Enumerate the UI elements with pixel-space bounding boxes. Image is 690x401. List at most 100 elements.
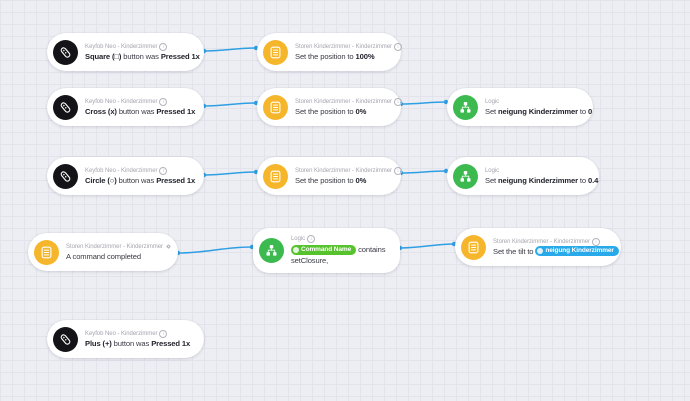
card-body: Set neigung Kinderzimmer to 0.4 [485, 175, 598, 186]
flow-connection[interactable] [201, 100, 259, 109]
blinds-icon [34, 239, 59, 265]
body-text: Pressed 1x [156, 175, 196, 185]
card-header: Logic [291, 235, 385, 243]
body-text: to [577, 175, 588, 185]
body-text: to [577, 106, 588, 116]
card-body: Square (□) button was Pressed 1x [85, 51, 200, 62]
card-body: Set the position to 100% [295, 52, 392, 62]
info-icon[interactable] [159, 329, 168, 338]
flow-card-set-position-0b[interactable]: Storen Kinderzimmer - Kinderzimmer Set t… [257, 157, 402, 195]
body-text: Set the position to [295, 175, 356, 185]
card-body: A command completed [66, 252, 169, 262]
blinds-icon [263, 39, 288, 65]
keyfob-icon [53, 94, 78, 120]
info-icon[interactable] [394, 97, 402, 106]
connection-line [400, 170, 447, 174]
body-text: button was [123, 51, 161, 61]
card-header: Keyfob Neo - Kinderzimmer [85, 329, 190, 338]
card-header: Storen Kinderzimmer - Kinderzimmer [66, 243, 169, 251]
card-header: Keyfob Neo - Kinderzimmer [85, 166, 195, 175]
card-body: Circle (○) button was Pressed 1x [85, 176, 195, 186]
card-body: Plus (+) button was Pressed 1x [85, 339, 190, 349]
flow-card-trigger-circle[interactable]: Keyfob Neo - Kinderzimmer Circle (○) but… [47, 157, 204, 195]
flow-card-logic-contains[interactable]: Logic Command Name contains setClosure, [253, 228, 400, 273]
body-text: contains [356, 245, 386, 254]
body-text: button was [113, 338, 152, 348]
card-header: Storen Kinderzimmer - Kinderzimmer [493, 237, 612, 246]
connection-line [203, 47, 257, 52]
body-text: neigung Kinderzimmer [498, 106, 578, 116]
body-text: Set [485, 175, 499, 185]
keyfob-icon [53, 326, 78, 352]
body-text: Square (□) [85, 51, 124, 61]
body-text: Set the position to [295, 51, 356, 61]
variable-icon [293, 246, 299, 253]
card-body: Set the position to 0% [295, 107, 392, 117]
flow-connection[interactable] [175, 244, 255, 256]
logic-icon [453, 94, 478, 120]
info-icon[interactable] [159, 97, 168, 106]
info-icon[interactable] [159, 42, 168, 51]
card-body: Set the position to 0% [295, 176, 392, 186]
info-icon[interactable] [159, 166, 168, 175]
flow-connection[interactable] [397, 241, 457, 251]
flow-connection[interactable] [398, 99, 449, 107]
card-header: Logic [485, 167, 500, 174]
flow-card-trigger-cross[interactable]: Keyfob Neo - Kinderzimmer Cross (x) butt… [47, 88, 204, 126]
blinds-icon [461, 234, 486, 260]
connection-line [400, 101, 447, 105]
connection-line [203, 102, 257, 107]
card-header: Logic [485, 98, 500, 105]
card-body: Set neigung Kinderzimmer to 0 [485, 106, 592, 117]
card-body: Command Name contains setClosure, [291, 244, 386, 266]
body-text: 0% [355, 175, 367, 185]
body-text: neigung Kinderzimmer [498, 175, 578, 185]
info-icon[interactable] [394, 166, 402, 175]
card-body: Cross (x) button was Pressed 1x [85, 107, 195, 117]
info-icon[interactable] [394, 42, 402, 51]
body-text: button was [118, 106, 157, 116]
connection-line [203, 171, 257, 176]
flow-card-logic-set-04[interactable]: Logic Set neigung Kinderzimmer to 0.4 [447, 157, 599, 195]
flow-card-trigger-square[interactable]: Keyfob Neo - Kinderzimmer Square (□) but… [47, 33, 204, 71]
body-text: 0.4 [587, 175, 599, 185]
body-text: Plus (+) [85, 338, 114, 348]
variable-tag[interactable]: neigung Kinderzimmer [535, 246, 619, 256]
body-text: 0 [587, 106, 593, 116]
logic-icon [453, 163, 478, 189]
gear-icon[interactable] [165, 243, 172, 250]
card-header: Storen Kinderzimmer - Kinderzimmer [295, 42, 402, 51]
keyfob-icon [53, 163, 78, 189]
card-header: Storen Kinderzimmer - Kinderzimmer [295, 97, 402, 106]
info-icon[interactable] [307, 235, 316, 243]
body-text: setClosure, [291, 256, 329, 265]
body-text: Circle (○) [85, 175, 119, 185]
body-text: 0% [355, 106, 367, 116]
blinds-icon [263, 163, 288, 189]
body-text: Set [485, 106, 499, 116]
flow-connection[interactable] [398, 168, 449, 176]
variable-tag[interactable]: Command Name [291, 244, 357, 255]
body-text: 100% [355, 51, 375, 61]
body-text: Pressed 1x [156, 106, 196, 116]
flow-card-command-completed[interactable]: Storen Kinderzimmer - Kinderzimmer A com… [28, 233, 178, 271]
logic-icon [259, 238, 284, 263]
flow-card-set-position-0a[interactable]: Storen Kinderzimmer - Kinderzimmer Set t… [257, 88, 402, 126]
flow-card-set-position-100[interactable]: Storen Kinderzimmer - Kinderzimmer Set t… [257, 33, 402, 71]
flow-connection[interactable] [201, 45, 259, 54]
variable-icon [537, 248, 544, 254]
info-icon[interactable] [592, 237, 600, 246]
flow-card-set-tilt[interactable]: Storen Kinderzimmer - Kinderzimmer Set t… [455, 228, 621, 266]
connection-line [399, 243, 455, 249]
flow-card-logic-set-0[interactable]: Logic Set neigung Kinderzimmer to 0 [447, 88, 593, 126]
body-text: Cross (x) [85, 106, 119, 116]
connection-line [177, 246, 253, 254]
keyfob-icon [53, 39, 78, 65]
flow-connection[interactable] [201, 169, 259, 178]
body-text: button was [118, 175, 157, 185]
flow-card-trigger-plus[interactable]: Keyfob Neo - Kinderzimmer Plus (+) butto… [47, 320, 204, 358]
body-text: Set the tilt to [493, 246, 536, 256]
card-header: Keyfob Neo - Kinderzimmer [85, 42, 195, 51]
